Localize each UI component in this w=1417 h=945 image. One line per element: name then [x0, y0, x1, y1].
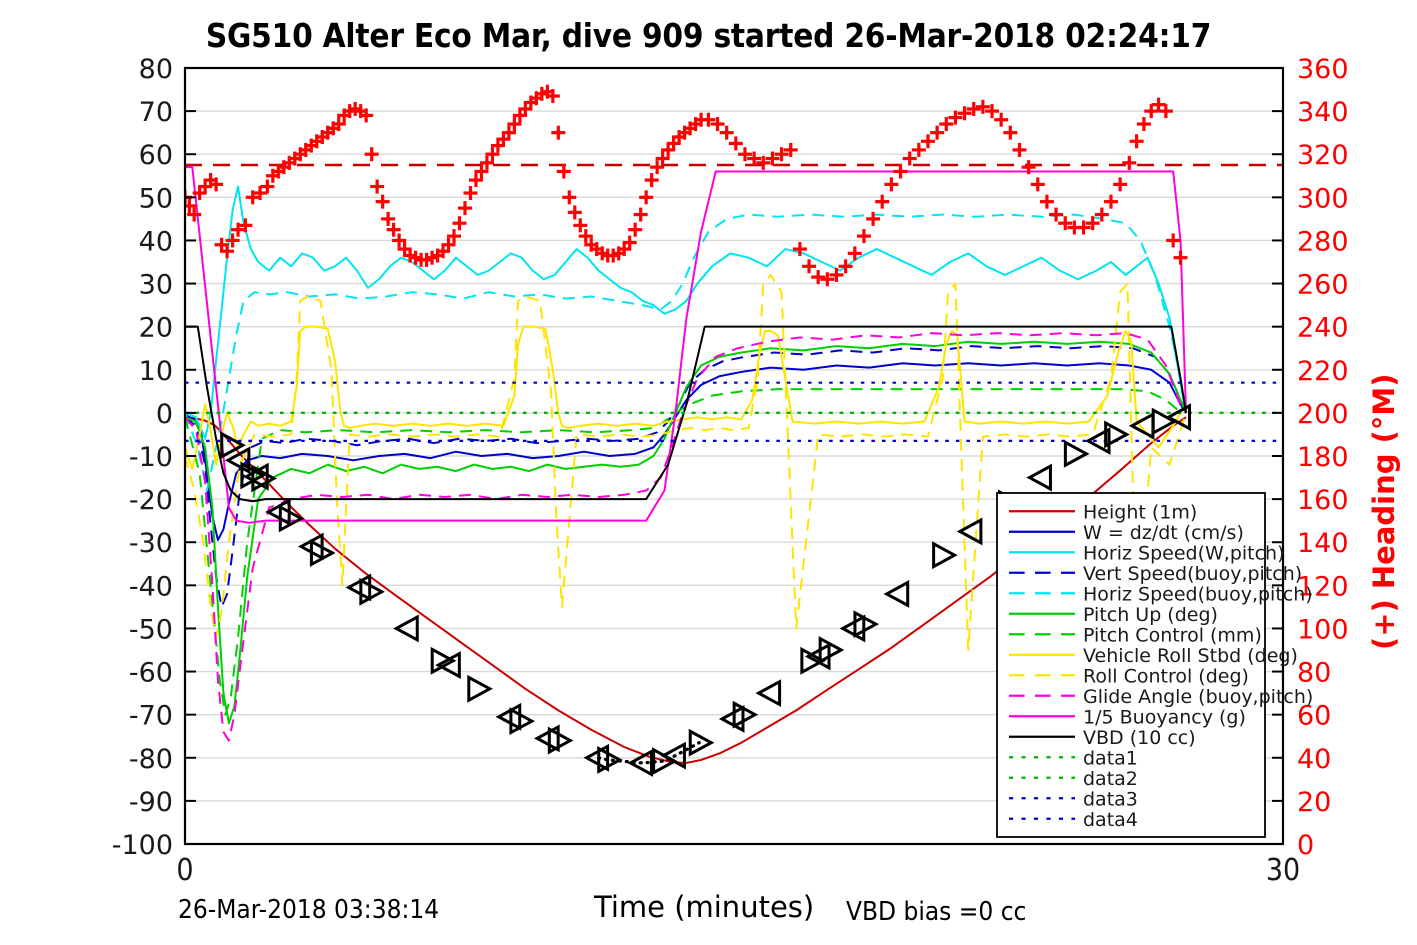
y-right-tick-label: 140 — [1297, 528, 1349, 559]
legend-label-10[interactable]: 1/5 Buoyancy (g) — [1083, 706, 1246, 728]
legend-label-5[interactable]: Pitch Up (deg) — [1083, 604, 1218, 626]
y-right-tick-label: 20 — [1297, 787, 1331, 818]
legend-label-6[interactable]: Pitch Control (mm) — [1083, 624, 1262, 646]
y-right-tick-label: 160 — [1297, 485, 1349, 516]
y-left-tick-label: -20 — [129, 485, 173, 516]
y-left-tick-label: 50 — [139, 183, 173, 214]
height-markers — [220, 403, 1192, 777]
legend-label-9[interactable]: Glide Angle (buoy,pitch) — [1083, 686, 1313, 708]
y-right-tick-label: 300 — [1297, 183, 1349, 214]
y-left-tick-label: -90 — [129, 787, 173, 818]
page-title: SG510 Alter Eco Mar, dive 909 started 26… — [205, 16, 1212, 55]
y-right-tick-label: 320 — [1297, 140, 1349, 171]
legend-box[interactable] — [996, 492, 1266, 838]
data-markers — [185, 84, 1192, 777]
legend-label-11[interactable]: VBD (10 cc) — [1083, 727, 1196, 749]
series-9 — [185, 332, 1187, 742]
series-1 — [185, 362, 1187, 542]
legend-label-0[interactable]: Height (1m) — [1083, 501, 1197, 523]
series-8 — [185, 273, 1187, 651]
y-left-tick-label: 70 — [139, 97, 173, 128]
legend-label-4[interactable]: Horiz Speed(buoy,pitch) — [1083, 583, 1313, 605]
y-left-tick-label: 10 — [139, 356, 173, 387]
legend-label-13[interactable]: data2 — [1083, 768, 1138, 790]
series-3 — [185, 345, 1187, 608]
y-right-tick-label: 220 — [1297, 356, 1349, 387]
footer-left: 26-Mar-2018 03:38:14 — [178, 895, 440, 925]
legend-label-15[interactable]: data4 — [1083, 809, 1138, 831]
y-left-tick-label: -40 — [129, 571, 173, 602]
legend-label-8[interactable]: Roll Control (deg) — [1083, 665, 1249, 687]
legend-label-3[interactable]: Vert Speed(buoy,pitch) — [1083, 563, 1302, 585]
y-right-tick-label: 280 — [1297, 226, 1349, 257]
series-7 — [185, 325, 1182, 470]
axes-frame — [183, 66, 1285, 846]
legend-label-1[interactable]: W = dz/dt (cm/s) — [1083, 522, 1244, 544]
y-right-tick-label: 80 — [1297, 658, 1331, 689]
legend-label-2[interactable]: Horiz Speed(W,pitch) — [1083, 542, 1285, 564]
y-left-tick-label: 20 — [139, 313, 173, 344]
y-left-tick-label: -30 — [129, 528, 173, 559]
series-6 — [185, 388, 1187, 716]
y-right-tick-label: 360 — [1297, 54, 1349, 85]
y-right-tick-label: 340 — [1297, 97, 1349, 128]
x-tick-label: 0 — [176, 853, 193, 888]
legend-label-12[interactable]: data1 — [1083, 747, 1138, 769]
bottom-dotted-trace — [596, 741, 701, 765]
series-10 — [185, 166, 1188, 524]
series-4 — [185, 213, 1187, 492]
series-5 — [185, 340, 1187, 725]
y-right-tick-label: 60 — [1297, 701, 1331, 732]
y-right-tick-label: 120 — [1297, 571, 1349, 602]
tick-labels: 80706050403020100-10-20-30-40-50-60-70-8… — [112, 54, 1349, 888]
y-right-tick-label: 240 — [1297, 313, 1349, 344]
y-right-tick-label: 200 — [1297, 399, 1349, 430]
y-left-tick-label: -50 — [129, 614, 173, 645]
series-11 — [185, 325, 1187, 503]
y-right-tick-label: 180 — [1297, 442, 1349, 473]
y-left-tick-label: 80 — [139, 54, 173, 85]
y-left-tick-label: -100 — [112, 830, 173, 861]
y-left-tick-label: 60 — [139, 140, 173, 171]
x-tick-label: 30 — [1266, 853, 1300, 888]
y-left-tick-label: -70 — [129, 701, 173, 732]
legend-label-7[interactable]: Vehicle Roll Stbd (deg) — [1083, 645, 1298, 667]
y-left-tick-label: 40 — [139, 226, 173, 257]
y-left-tick-label: -80 — [129, 744, 173, 775]
legend-label-14[interactable]: data3 — [1083, 788, 1138, 810]
y-left-tick-label: -10 — [129, 442, 173, 473]
legend[interactable]: Height (1m)W = dz/dt (cm/s)Horiz Speed(W… — [996, 492, 1313, 838]
y-right-tick-label: 260 — [1297, 270, 1349, 301]
right-axis-title: (+) Heading (°M) — [1367, 374, 1401, 650]
footer-right: VBD bias =0 cc — [846, 897, 1027, 927]
series-2 — [185, 185, 1186, 440]
y-right-tick-label: 0 — [1297, 830, 1314, 861]
y-left-tick-label: 30 — [139, 270, 173, 301]
y-left-tick-label: -60 — [129, 658, 173, 689]
x-axis-title: Time (minutes) — [594, 890, 815, 924]
heading-markers — [185, 84, 1188, 287]
y-left-tick-label: 0 — [156, 399, 173, 430]
y-right-tick-label: 100 — [1297, 614, 1349, 645]
y-right-tick-label: 40 — [1297, 744, 1331, 775]
